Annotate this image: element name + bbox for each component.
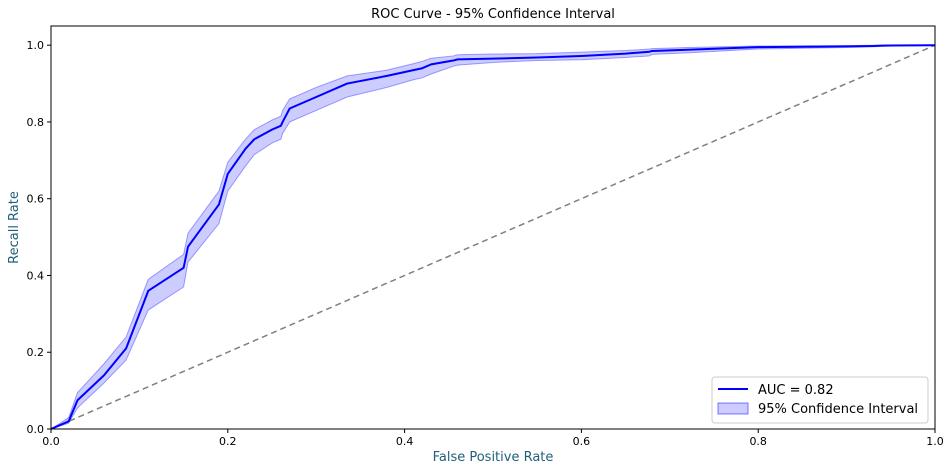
- x-tick-label: 0.2: [219, 435, 237, 448]
- roc-curve-line: [50, 44, 936, 430]
- x-tick-label: 0.6: [573, 435, 591, 448]
- legend-frame: [711, 376, 929, 424]
- x-tick-label: 0.8: [749, 435, 767, 448]
- y-tick-label: 0.6: [27, 193, 45, 206]
- chance-diagonal-line: [50, 44, 936, 430]
- x-axis-label: False Positive Rate: [433, 450, 554, 465]
- x-tick-label: 0.0: [42, 435, 60, 448]
- legend-entry-auc: AUC = 0.82: [758, 383, 834, 398]
- x-tick-label: 0.4: [396, 435, 414, 448]
- axes: 0.0 0.2 0.4 0.6 0.8 1.0 0.0 0.2 0.4 0.6 0.8 1.0: [27, 25, 944, 448]
- plot-frame: [50, 25, 936, 430]
- y-tick-label: 0.2: [27, 346, 45, 359]
- y-tick-label: 0.8: [27, 116, 45, 129]
- legend-band-swatch: [717, 402, 749, 415]
- chart-title: ROC Curve - 95% Confidence Interval: [371, 7, 615, 22]
- y-tick-label: 0.0: [27, 423, 45, 436]
- legend: AUC = 0.82 95% Confidence Interval: [711, 376, 929, 424]
- y-axis-label: Recall Rate: [7, 191, 22, 264]
- y-tick-label: 1.0: [27, 39, 45, 52]
- legend-entry-confidence-interval: 95% Confidence Interval: [758, 402, 918, 417]
- y-tick-label: 0.4: [27, 269, 45, 282]
- x-tick-label: 1.0: [926, 435, 944, 448]
